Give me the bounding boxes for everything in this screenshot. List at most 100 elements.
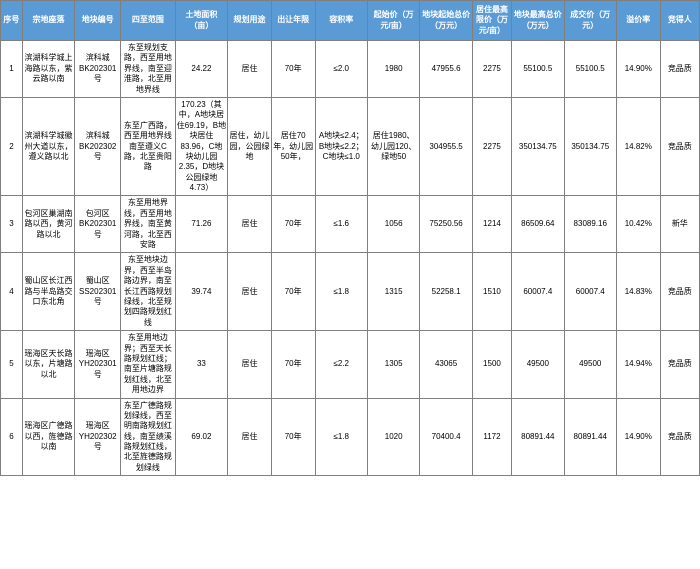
cell-boundary: 东至地块边界，西至半岛路边界，南至长江西路规划绿线，北至规划四路规划红线 [121, 253, 176, 331]
cell-use: 居住 [228, 398, 272, 476]
cell-bidder: 竞品质 [660, 253, 699, 331]
cell-area: 71.26 [175, 196, 227, 253]
cell-block_no: 包河区BK202301号 [75, 196, 121, 253]
cell-block_no: 蜀山区SS202301号 [75, 253, 121, 331]
cell-premium: 14.83% [616, 253, 660, 331]
cell-boundary: 东至广德路规划绿线，西至明南路规划红线，南至绩溪路规划红线，北至旌德路规划绿线 [121, 398, 176, 476]
cell-location: 滨湖科学城上海路以东，紫云路以南 [22, 41, 74, 98]
cell-bidder: 新华 [660, 196, 699, 253]
table-row: 3包河区巢湖南路以西，黄河路以北包河区BK202301号东至用地界线，西至用地界… [1, 196, 700, 253]
cell-boundary: 东至规划支路，西至用地界线，南至迎淮路，北至用地界线 [121, 41, 176, 98]
cell-boundary: 东至广西路，西至用地界线南至遵义C路，北至贵阳路 [121, 97, 176, 196]
cell-far: ≤1.8 [315, 398, 367, 476]
cell-block_no: 滨科城BK202301号 [75, 41, 121, 98]
cell-max_total: 350134.75 [512, 97, 564, 196]
col-block-no: 地块编号 [75, 1, 121, 41]
land-auction-table: 序号 宗地座落 地块编号 四至范围 土地面积（亩） 规划用途 出让年限 容积率 … [0, 0, 700, 476]
cell-far: ≤2.0 [315, 41, 367, 98]
cell-far: ≤2.2 [315, 331, 367, 398]
col-start-total: 地块起始总价（万元） [420, 1, 472, 41]
cell-max_total: 55100.5 [512, 41, 564, 98]
cell-bidder: 竞品质 [660, 41, 699, 98]
cell-area: 24.22 [175, 41, 227, 98]
cell-location: 瑶海区广德路以西，旌德路以南 [22, 398, 74, 476]
cell-limit: 1500 [472, 331, 511, 398]
cell-area: 39.74 [175, 253, 227, 331]
col-location: 宗地座落 [22, 1, 74, 41]
cell-boundary: 东至用地边界；西至天长路规划红线；南至片塘路规划红线，北至用地边界 [121, 331, 176, 398]
cell-block_no: 瑶海区YH202301号 [75, 331, 121, 398]
col-use: 规划用途 [228, 1, 272, 41]
cell-deal_price: 350134.75 [564, 97, 616, 196]
cell-start_price: 1305 [367, 331, 419, 398]
cell-bidder: 竞品质 [660, 331, 699, 398]
cell-bidder: 竞品质 [660, 97, 699, 196]
cell-far: ≤1.8 [315, 253, 367, 331]
col-far: 容积率 [315, 1, 367, 41]
cell-years: 70年 [271, 41, 315, 98]
col-start-price: 起始价（万元/亩） [367, 1, 419, 41]
cell-area: 69.02 [175, 398, 227, 476]
cell-seq: 4 [1, 253, 23, 331]
table-row: 5瑶海区天长路以东，片塘路以北瑶海区YH202301号东至用地边界；西至天长路规… [1, 331, 700, 398]
cell-premium: 14.82% [616, 97, 660, 196]
cell-years: 居住70年，幼儿园50年， [271, 97, 315, 196]
table-header-row: 序号 宗地座落 地块编号 四至范围 土地面积（亩） 规划用途 出让年限 容积率 … [1, 1, 700, 41]
table-row: 4蜀山区长江西路与半岛路交口东北角蜀山区SS202301号东至地块边界，西至半岛… [1, 253, 700, 331]
table-row: 2滨湖科学城徽州大道以东，遵义路以北滨科城BK202302号东至广西路，西至用地… [1, 97, 700, 196]
cell-start_total: 52258.1 [420, 253, 472, 331]
cell-premium: 14.90% [616, 41, 660, 98]
table-row: 6瑶海区广德路以西，旌德路以南瑶海区YH202302号东至广德路规划绿线，西至明… [1, 398, 700, 476]
cell-start_price: 1980 [367, 41, 419, 98]
cell-start_total: 70400.4 [420, 398, 472, 476]
col-years: 出让年限 [271, 1, 315, 41]
cell-years: 70年 [271, 253, 315, 331]
cell-far: ≤1.6 [315, 196, 367, 253]
cell-max_total: 60007.4 [512, 253, 564, 331]
table-row: 1滨湖科学城上海路以东，紫云路以南滨科城BK202301号东至规划支路，西至用地… [1, 41, 700, 98]
cell-use: 居住 [228, 196, 272, 253]
cell-seq: 1 [1, 41, 23, 98]
table-body: 1滨湖科学城上海路以东，紫云路以南滨科城BK202301号东至规划支路，西至用地… [1, 41, 700, 476]
cell-limit: 1214 [472, 196, 511, 253]
cell-location: 蜀山区长江西路与半岛路交口东北角 [22, 253, 74, 331]
cell-block_no: 滨科城BK202302号 [75, 97, 121, 196]
cell-seq: 6 [1, 398, 23, 476]
cell-use: 居住 [228, 331, 272, 398]
cell-location: 滨湖科学城徽州大道以东，遵义路以北 [22, 97, 74, 196]
col-area: 土地面积（亩） [175, 1, 227, 41]
cell-start_total: 304955.5 [420, 97, 472, 196]
cell-deal_price: 55100.5 [564, 41, 616, 98]
cell-start_price: 居住1980、幼儿园120、绿地50 [367, 97, 419, 196]
cell-bidder: 竞品质 [660, 398, 699, 476]
cell-area: 33 [175, 331, 227, 398]
cell-deal_price: 49500 [564, 331, 616, 398]
col-premium: 溢价率 [616, 1, 660, 41]
cell-seq: 3 [1, 196, 23, 253]
col-max-total: 地块最高总价（万元） [512, 1, 564, 41]
cell-premium: 14.94% [616, 331, 660, 398]
cell-max_total: 49500 [512, 331, 564, 398]
cell-location: 瑶海区天长路以东，片塘路以北 [22, 331, 74, 398]
cell-limit: 1172 [472, 398, 511, 476]
cell-limit: 2275 [472, 41, 511, 98]
cell-limit: 2275 [472, 97, 511, 196]
cell-deal_price: 60007.4 [564, 253, 616, 331]
cell-start_total: 47955.6 [420, 41, 472, 98]
cell-use: 居住 [228, 253, 272, 331]
cell-max_total: 80891.44 [512, 398, 564, 476]
col-deal-price: 成交价（万元） [564, 1, 616, 41]
cell-start_price: 1315 [367, 253, 419, 331]
col-seq: 序号 [1, 1, 23, 41]
cell-start_total: 75250.56 [420, 196, 472, 253]
col-bidder: 竞得人 [660, 1, 699, 41]
cell-use: 居住 [228, 41, 272, 98]
cell-deal_price: 80891.44 [564, 398, 616, 476]
cell-years: 70年 [271, 331, 315, 398]
cell-start_total: 43065 [420, 331, 472, 398]
cell-seq: 2 [1, 97, 23, 196]
cell-years: 70年 [271, 196, 315, 253]
cell-location: 包河区巢湖南路以西，黄河路以北 [22, 196, 74, 253]
cell-area: 170.23（其中，A地块居住69.19，B地块居住83.96，C地块幼儿园2.… [175, 97, 227, 196]
cell-far: A地块≤2.4；B地块≤2.2；C地块≤1.0 [315, 97, 367, 196]
